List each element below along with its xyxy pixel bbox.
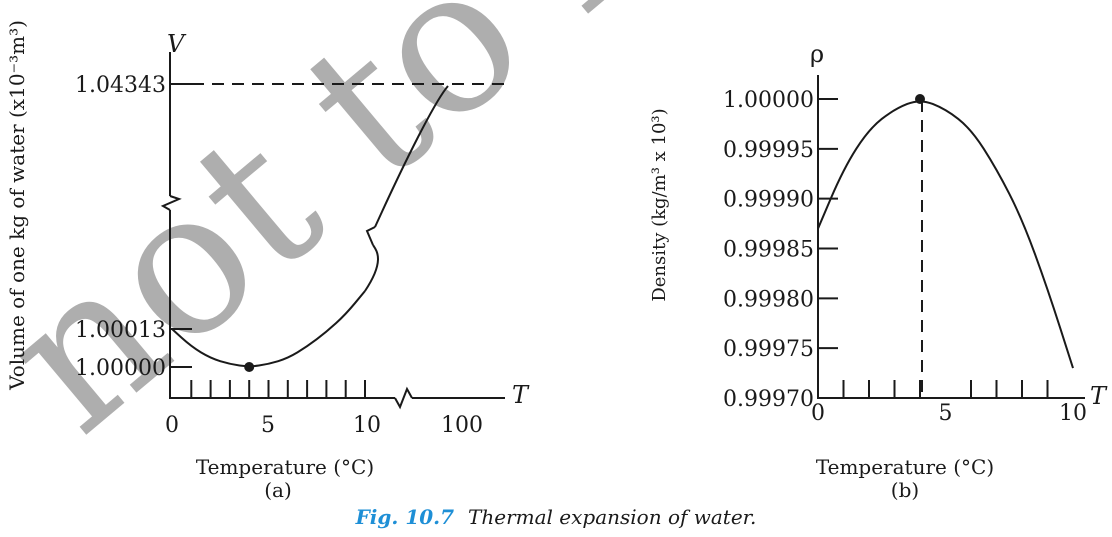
figure-caption: Fig. 10.7 Thermal expansion of water. [355,505,757,529]
chart-b-x-ticks: 0 5 10 [811,380,1087,426]
chart-a-x-tick-label: 0 [165,413,179,438]
chart-a-x-tick-label: 100 [441,413,483,438]
chart-a-y-ticks: 1.00000 1.00013 1.04343 [75,73,192,381]
chart-a-marked-point [244,362,255,372]
chart-a-y-tick-label: 1.04343 [75,73,166,98]
chart-b-x-tick-label: 0 [811,401,825,426]
chart-a-y-axis-title: Volume of one kg of water (x10⁻³m³) [5,20,29,391]
chart-a-y-tick-label: 1.00013 [75,318,166,343]
chart-a-series-line-upper [374,85,449,228]
chart-a-y-tick-label: 1.00000 [75,356,166,381]
caption-number: Fig. 10.7 [355,505,455,529]
chart-b-x-axis-title: Temperature (°C) [816,455,994,479]
chart-b-y-ticks: 0.99970 0.99975 0.99980 0.99985 0.99990 0.999… [723,88,838,412]
chart-a-x-ticks: 0 5 10 100 [165,380,483,438]
chart-b-y-tick-label: 0.99995 [723,138,814,163]
chart-a-x-tick-label: 5 [261,413,275,438]
chart-a-x-tick-label: 10 [353,413,381,438]
chart-b-series-line [817,100,1074,369]
chart-b-panel-label: (b) [891,478,919,502]
chart-a-y-axis-lower [169,210,395,399]
chart-a-marks [171,85,449,372]
chart-b-x-tick-label: 5 [939,401,953,426]
chart-b-axes [817,75,1085,399]
chart-a-y-axis-symbol: V [167,30,187,58]
chart-a-x-axis-symbol: T [512,381,530,409]
chart-a-x-axis-title: Temperature (°C) [196,455,374,479]
caption-text: Thermal expansion of water. [468,505,756,529]
chart-b-y-tick-label: 0.99970 [723,387,814,412]
chart-b-y-tick-label: 0.99990 [723,188,814,213]
chart-a: 0 5 10 100 1.00000 1.00013 1.04343 V T Volume… [5,20,530,502]
chart-a-series-break [365,226,376,246]
chart-a-x-axis-break [394,386,413,410]
chart-b: 0 5 10 0.99970 0.99975 0.99980 0.99985 0.99990… [649,40,1108,502]
chart-b-y-tick-label: 0.99975 [723,337,814,362]
chart-b-marks [817,94,1074,369]
chart-a-panel-label: (a) [264,478,292,502]
chart-b-x-axis-symbol: T [1090,382,1108,410]
chart-b-x-tick-label: 10 [1059,401,1087,426]
chart-b-y-tick-label: 0.99980 [723,287,814,312]
chart-a-series-line-segment [364,244,379,292]
chart-b-marked-point [915,94,925,104]
chart-a-y-axis-break [160,195,182,211]
chart-a-series-line [171,290,366,368]
chart-b-y-tick-label: 0.99985 [723,238,814,263]
chart-b-y-axis-symbol: ρ [810,40,824,68]
chart-b-y-tick-label: 1.00000 [723,88,814,113]
chart-b-y-axis-title: Density (kg/m³ x 10³) [649,108,670,301]
